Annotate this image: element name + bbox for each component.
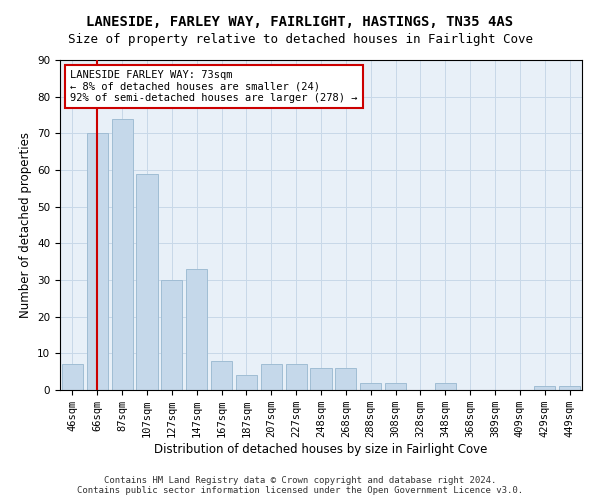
- Text: Size of property relative to detached houses in Fairlight Cove: Size of property relative to detached ho…: [67, 32, 533, 46]
- Bar: [112, 118, 133, 390]
- Bar: [87, 134, 108, 390]
- Bar: [310, 368, 332, 390]
- Bar: [385, 382, 406, 390]
- Bar: [335, 368, 356, 390]
- X-axis label: Distribution of detached houses by size in Fairlight Cove: Distribution of detached houses by size …: [154, 443, 488, 456]
- Bar: [236, 376, 257, 390]
- Bar: [261, 364, 282, 390]
- Bar: [360, 382, 381, 390]
- Text: Contains HM Land Registry data © Crown copyright and database right 2024.
Contai: Contains HM Land Registry data © Crown c…: [77, 476, 523, 495]
- Bar: [136, 174, 158, 390]
- Bar: [211, 360, 232, 390]
- Bar: [186, 269, 207, 390]
- Bar: [435, 382, 456, 390]
- Text: LANESIDE FARLEY WAY: 73sqm
← 8% of detached houses are smaller (24)
92% of semi-: LANESIDE FARLEY WAY: 73sqm ← 8% of detac…: [70, 70, 358, 103]
- Bar: [161, 280, 182, 390]
- Y-axis label: Number of detached properties: Number of detached properties: [19, 132, 32, 318]
- Text: LANESIDE, FARLEY WAY, FAIRLIGHT, HASTINGS, TN35 4AS: LANESIDE, FARLEY WAY, FAIRLIGHT, HASTING…: [86, 15, 514, 29]
- Bar: [286, 364, 307, 390]
- Bar: [559, 386, 580, 390]
- Bar: [534, 386, 555, 390]
- Bar: [62, 364, 83, 390]
